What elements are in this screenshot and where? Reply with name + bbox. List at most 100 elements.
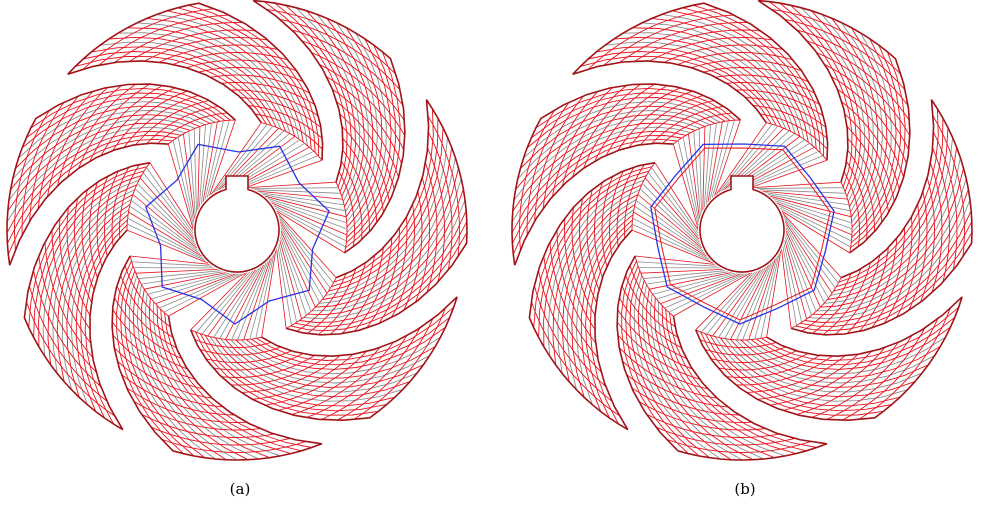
blade-boundary [511, 83, 741, 266]
mesh-arc-line [213, 353, 303, 371]
mesh-arc-line [769, 351, 872, 406]
mesh-arc-line [933, 132, 958, 271]
hub-fan-line [202, 121, 218, 203]
hub-fan-line [745, 150, 819, 187]
mesh-arc-line [427, 115, 460, 258]
hub-fan-line [736, 262, 772, 341]
mesh-arc-line [572, 83, 642, 177]
mesh-arc-line [121, 373, 235, 416]
hub-fan-line [200, 122, 212, 205]
hub-fan-line [279, 221, 328, 294]
interface-boundary [650, 143, 835, 325]
mesh-radial-line [700, 331, 884, 416]
mesh-arc-line [549, 242, 599, 358]
blade-a-6 [6, 83, 236, 266]
mesh-arc-line [342, 138, 378, 223]
mesh-arc-line [846, 126, 889, 213]
hub-fan-line [647, 172, 699, 237]
hub-fan-line [783, 243, 803, 323]
hub-fan-line [715, 122, 767, 195]
hub-fan-line [280, 230, 316, 308]
mesh-arc-line [801, 273, 852, 332]
mesh-arc-line [161, 438, 306, 453]
blade-boundary [790, 99, 973, 336]
hub-fan-line [784, 218, 836, 289]
mesh-arc-line [159, 44, 279, 63]
mesh-arc-line [703, 67, 809, 83]
hub-fan-line [672, 143, 699, 229]
mesh-arc-line [736, 89, 824, 117]
mesh-arc-line [782, 347, 886, 411]
hub-fan-line [772, 198, 852, 224]
mesh-arc-line [551, 87, 614, 197]
mesh-arc-line [579, 197, 597, 303]
hub-fan-line [260, 192, 345, 206]
mesh-arc-line [157, 112, 228, 144]
mesh-arc-line [843, 171, 860, 247]
mesh-arc-line [255, 113, 324, 150]
hub-fan-line [278, 243, 298, 323]
mesh-arc-line [338, 171, 355, 247]
mesh-arc-line [678, 52, 794, 65]
hub-fan-line [188, 131, 196, 216]
hub-fan-line [275, 207, 346, 248]
hub-fan-line [126, 229, 209, 264]
hub-fan-line [240, 150, 314, 187]
mesh-arc-line [341, 126, 384, 213]
mesh-arc-line [932, 147, 950, 283]
hub-fan-line [651, 167, 699, 234]
mesh-arc-line [816, 52, 911, 136]
hub-fan-line [267, 198, 347, 224]
hub-fan-line [712, 269, 761, 337]
hub-fan-line [701, 271, 755, 333]
hub-fan-line [754, 256, 778, 340]
mesh-arc-line [760, 113, 829, 150]
mesh-radial-line [303, 199, 466, 320]
hub-fan-line [635, 255, 715, 265]
mesh-arc-line [104, 170, 119, 257]
mesh-arc-line [772, 9, 902, 75]
mesh-arc-line [655, 426, 795, 446]
hub-fan-line [765, 192, 850, 206]
hub-fan-line [706, 270, 759, 335]
mesh-arc-line [14, 109, 51, 250]
mesh-arc-line [37, 90, 94, 209]
hub-fan-line [780, 207, 851, 248]
hub-fan-line [785, 227, 825, 303]
mesh-arc-line [662, 112, 733, 144]
mesh-radial-line [75, 214, 129, 412]
hub-fan-line [711, 120, 735, 198]
hub-fan-line [652, 272, 735, 295]
mesh-radial-line [6, 130, 182, 234]
hub-fan-line [756, 187, 844, 189]
mesh-radial-line [704, 333, 892, 412]
blade-boundary [189, 296, 458, 422]
mesh-arc-line [858, 308, 951, 421]
hub-fan-line [138, 270, 221, 280]
hub-fan-line [781, 210, 850, 254]
hub-fan-line [201, 270, 254, 335]
mesh-arc-line [342, 149, 370, 232]
hub-fan-line [155, 273, 236, 305]
mesh-arc-line [210, 74, 311, 94]
mesh-arc-line [112, 334, 203, 390]
blade-a-4 [111, 255, 323, 461]
mesh-arc-line [67, 83, 137, 177]
mesh-arc-line [718, 353, 808, 371]
mesh-arc-line [123, 94, 199, 148]
mesh-arc-line [133, 400, 261, 431]
hub-fan-line [149, 162, 194, 231]
hub-fan-line [785, 237, 812, 316]
mesh-radial-line [511, 126, 691, 223]
mesh-arc-line [543, 255, 602, 373]
mesh-arc-line [601, 175, 614, 267]
blade-boundary [757, 0, 911, 254]
mesh-arc-line [841, 101, 900, 191]
hub-fan-line [183, 133, 195, 219]
mesh-arc-line [326, 76, 403, 165]
blade-boundary [694, 296, 963, 422]
mesh-arc-line [144, 37, 268, 62]
hub-fan-line [785, 224, 829, 299]
hub-fan-line [137, 183, 195, 243]
hub-fan-line [760, 253, 780, 339]
